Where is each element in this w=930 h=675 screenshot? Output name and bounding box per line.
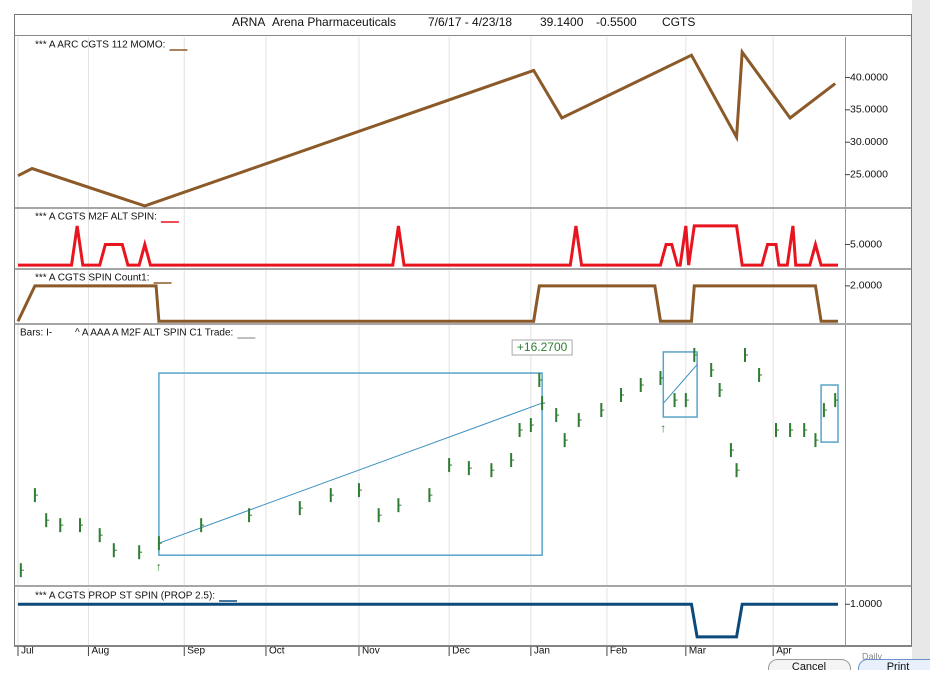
y-tick-label: 1.0000	[850, 598, 882, 610]
study-name: CGTS	[662, 15, 695, 29]
print-label[interactable]: Print	[887, 661, 910, 670]
entry-arrow: ↑	[660, 421, 666, 435]
legend-label: *** A CGTS SPIN Count1:	[35, 273, 150, 284]
y-tick-label: 30.0000	[850, 136, 888, 148]
legend-label: ^ A AAA A M2F ALT SPIN C1 Trade:	[75, 328, 233, 339]
x-tick-label: Apr	[776, 646, 792, 657]
legend-label: *** A CGTS PROP ST SPIN (PROP 2.5):	[35, 591, 215, 602]
x-tick-label: Jan	[534, 646, 550, 657]
x-tick-label: Oct	[269, 646, 285, 657]
bars-label: Bars: I-	[20, 328, 52, 339]
price-change: -0.5500	[596, 15, 637, 29]
y-tick-label: 35.0000	[850, 104, 888, 116]
y-tick-label: 2.0000	[850, 280, 882, 292]
symbol: ARNA	[232, 15, 265, 29]
x-tick-label: Mar	[689, 646, 707, 657]
x-tick-label: Nov	[362, 646, 380, 657]
x-tick-label: Sep	[187, 646, 205, 657]
y-tick-label: 40.0000	[850, 71, 888, 83]
cancel-label[interactable]: Cancel	[792, 661, 826, 670]
legend-label: *** A CGTS M2F ALT SPIN:	[35, 212, 157, 223]
last-price: 39.1400	[540, 15, 584, 29]
y-tick-label: 25.0000	[850, 168, 888, 180]
x-tick-label: Jul	[21, 646, 34, 657]
entry-arrow: ↑	[156, 559, 162, 573]
scrollbar	[912, 0, 930, 670]
legend-label: *** A ARC CGTS 112 MOMO:	[35, 40, 165, 51]
date-range: 7/6/17 - 4/23/18	[428, 15, 512, 29]
company: Arena Pharmaceuticals	[272, 15, 396, 29]
x-tick-label: Dec	[452, 646, 470, 657]
x-tick-label: Feb	[610, 646, 628, 657]
y-tick-label: 5.0000	[850, 238, 882, 250]
x-tick-label: Aug	[91, 646, 109, 657]
trade-label: +16.2700	[517, 340, 568, 354]
